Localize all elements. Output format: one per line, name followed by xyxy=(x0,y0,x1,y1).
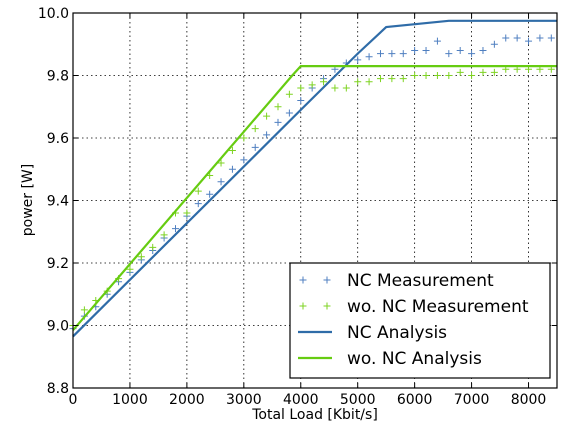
data-point xyxy=(399,75,407,83)
legend-box xyxy=(289,262,551,379)
data-point xyxy=(525,37,533,45)
x-tick-label: 1000 xyxy=(112,392,148,408)
data-point xyxy=(513,34,521,42)
series-layer xyxy=(69,19,557,338)
data-point xyxy=(365,53,373,61)
x-tick-label: 7000 xyxy=(454,392,490,408)
y-axis-label: power [W] xyxy=(20,164,36,237)
data-point xyxy=(331,84,339,92)
legend: NC Measurement wo. NC Measurement NC Analy… xyxy=(289,262,551,379)
data-point xyxy=(445,72,453,79)
data-point xyxy=(388,50,396,58)
legend-label: NC Measurement xyxy=(347,271,494,291)
x-tick-label: 2000 xyxy=(169,392,205,408)
axes-layer xyxy=(72,12,558,389)
x-tick-label: 4000 xyxy=(283,392,319,408)
data-point xyxy=(502,34,510,42)
data-point xyxy=(80,306,88,314)
legend-item: wo. NC Analysis xyxy=(298,349,482,369)
data-point xyxy=(263,112,271,120)
data-point xyxy=(354,56,362,64)
data-point xyxy=(308,81,316,89)
data-point xyxy=(183,209,191,217)
x-tick-label: 8000 xyxy=(511,392,547,408)
data-point xyxy=(194,187,202,195)
data-point xyxy=(274,118,282,126)
data-point xyxy=(433,72,441,79)
data-point xyxy=(456,47,464,54)
data-point xyxy=(456,68,464,76)
data-point xyxy=(251,143,259,151)
y-tick-label: 10.0 xyxy=(38,6,69,22)
tick-labels: 0 1000 2000 3000 4000 5000 6000 7000 8000 8.8 9.0 9… xyxy=(38,6,547,408)
data-point xyxy=(228,165,236,173)
data-point xyxy=(536,34,544,42)
x-tick-label: 3000 xyxy=(226,392,262,408)
data-point xyxy=(228,147,236,154)
data-point xyxy=(445,50,453,58)
data-point xyxy=(126,265,134,273)
legend-item: wo. NC Measurement xyxy=(299,297,529,317)
legend-label: wo. NC Analysis xyxy=(347,349,482,369)
x-tick-label: 5000 xyxy=(340,392,376,408)
legend-label: NC Analysis xyxy=(347,323,447,343)
data-point xyxy=(468,50,476,58)
data-point xyxy=(285,109,293,117)
y-tick-label: 9.0 xyxy=(47,319,69,335)
data-point xyxy=(354,78,362,86)
data-point xyxy=(274,103,282,111)
data-point xyxy=(149,243,157,251)
data-point xyxy=(240,156,248,164)
data-point xyxy=(376,50,384,58)
data-point xyxy=(297,97,305,104)
y-tick-label: 9.2 xyxy=(47,256,69,272)
data-point xyxy=(433,37,441,45)
data-point xyxy=(365,78,373,86)
data-point xyxy=(171,225,179,233)
data-point xyxy=(297,84,305,92)
data-point xyxy=(388,75,396,83)
data-point xyxy=(479,68,487,76)
data-point xyxy=(160,231,168,239)
legend-item: NC Analysis xyxy=(298,323,447,343)
data-point xyxy=(217,159,225,167)
data-point xyxy=(399,50,407,58)
legend-label: wo. NC Measurement xyxy=(347,297,529,317)
data-point xyxy=(490,40,498,48)
data-point xyxy=(490,68,498,76)
x-axis-label: Total Load [Kbit/s] xyxy=(251,407,378,423)
data-point xyxy=(376,75,384,83)
x-tick-label: 0 xyxy=(69,392,78,408)
data-point xyxy=(422,47,430,54)
data-point xyxy=(422,72,430,79)
data-point xyxy=(251,125,259,133)
data-point xyxy=(194,200,202,208)
series-line-3 xyxy=(72,65,557,331)
x-tick-label: 6000 xyxy=(397,392,433,408)
data-point xyxy=(217,178,225,186)
y-tick-label: 9.6 xyxy=(47,131,69,147)
data-point xyxy=(468,72,476,79)
data-point xyxy=(320,78,328,86)
data-point xyxy=(263,131,271,139)
data-point xyxy=(547,34,555,42)
legend-item: NC Measurement xyxy=(299,271,494,291)
data-point xyxy=(479,47,487,54)
data-point xyxy=(411,47,419,54)
data-point xyxy=(137,253,145,261)
data-point xyxy=(411,72,419,79)
y-tick-label: 9.4 xyxy=(47,194,69,210)
data-point xyxy=(240,134,248,142)
series-line-2 xyxy=(72,19,557,338)
y-tick-label: 9.8 xyxy=(47,69,69,85)
data-point xyxy=(285,90,293,98)
y-tick-label: 8.8 xyxy=(47,381,69,397)
data-point xyxy=(342,84,350,92)
data-point xyxy=(206,190,214,198)
